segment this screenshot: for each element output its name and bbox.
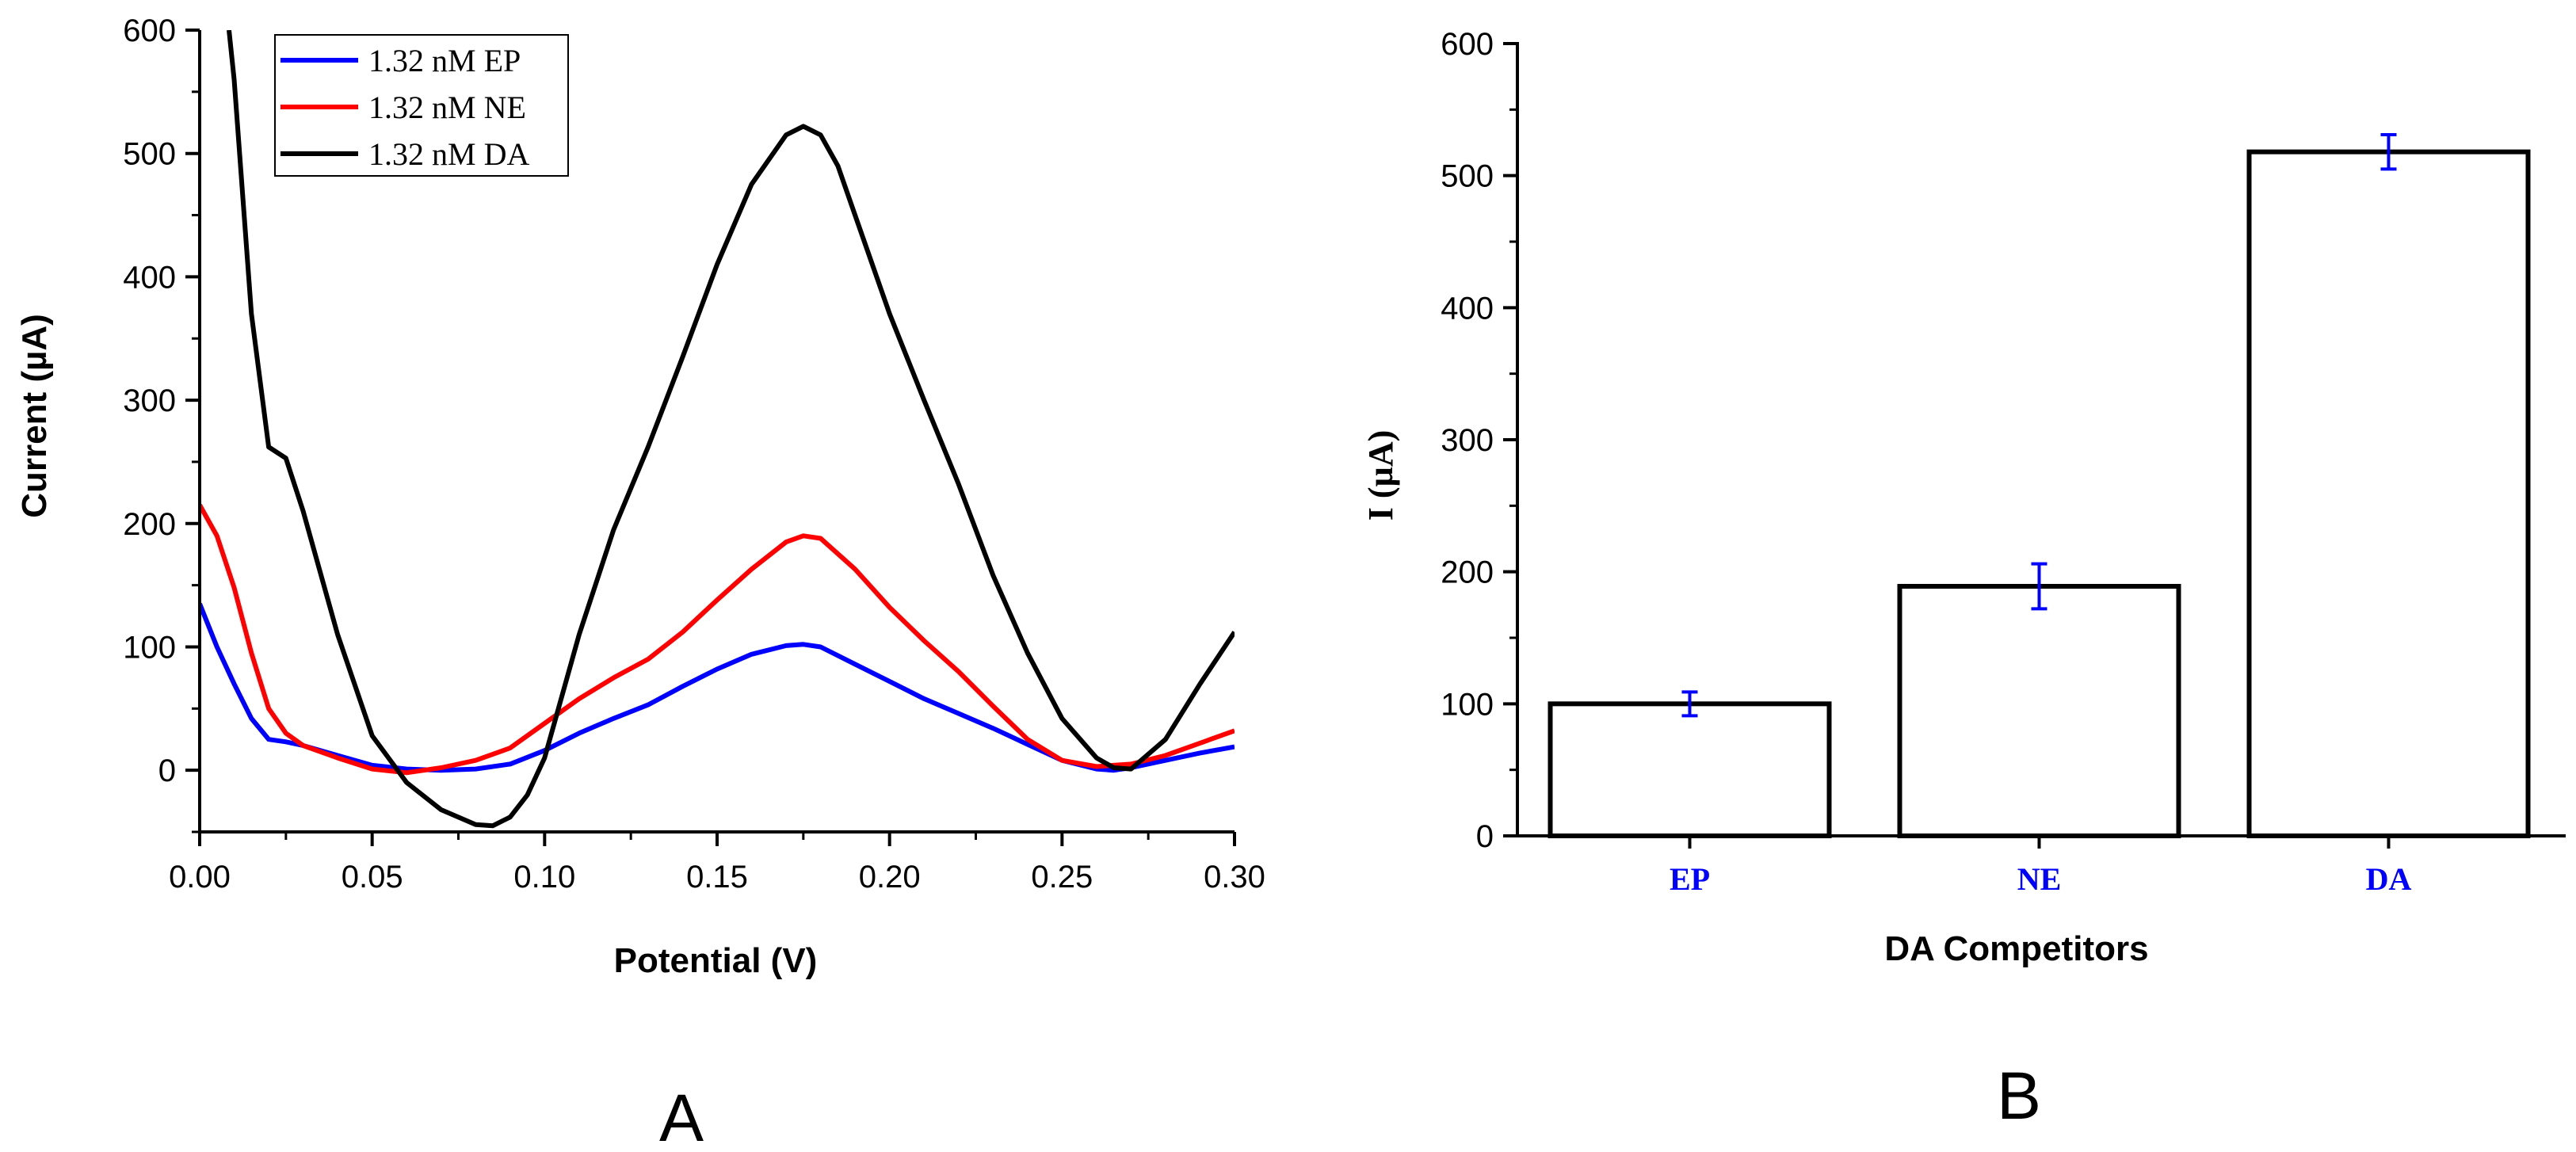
- x-tick-label: 0.00: [169, 860, 231, 895]
- y-tick-label: 200: [123, 507, 176, 542]
- category-label-ep: EP: [1670, 861, 1710, 897]
- y-tick-label: 300: [123, 383, 176, 418]
- bar-ep: [1548, 701, 1832, 838]
- y-tick-label: 300: [1441, 423, 1494, 458]
- panel-b-axes: [1516, 42, 2566, 837]
- x-tick-label: 0.30: [1204, 860, 1265, 895]
- bar-ne: [1897, 584, 2181, 838]
- bar-da: [2246, 149, 2531, 838]
- panel-b-bar-chart: EP NE DA 0 100 200 300 400 500 600 DA Competitors…: [1361, 27, 2566, 1133]
- panel-a-axes: [198, 30, 1235, 833]
- x-tick-label: 0.15: [686, 860, 748, 895]
- y-tick-label: 0: [158, 753, 176, 788]
- series-line-1: [200, 503, 1235, 776]
- panel-b-x-axis-label: DA Competitors: [1884, 929, 2148, 968]
- y-tick-label: 100: [123, 630, 176, 665]
- series-line-2: [227, 30, 1235, 829]
- panel-b-tick-labels: EP NE DA 0 100 200 300 400 500 600: [1441, 27, 2411, 897]
- y-tick-label: 500: [1441, 159, 1494, 194]
- panel-a-line-chart: 0.00 0.05 0.10 0.15 0.20 0.25 0.30 0 100 200 300 40…: [15, 13, 1265, 1152]
- panel-b-y-axis-label: I (µA): [1361, 430, 1400, 521]
- y-tick-label: 500: [123, 137, 176, 172]
- legend-label-2: 1.32 nM DA: [368, 136, 529, 172]
- category-label-da: DA: [2366, 861, 2412, 897]
- panel-a-y-axis-label: Current (µA): [15, 314, 54, 518]
- panel-a-series: [200, 30, 1235, 829]
- x-tick-label: 0.10: [513, 860, 575, 895]
- panel-a-x-axis-label: Potential (V): [614, 941, 818, 980]
- x-tick-label: 0.05: [342, 860, 403, 895]
- panel-a-label: A: [659, 1081, 704, 1152]
- y-tick-label: 0: [1476, 819, 1494, 854]
- y-tick-label: 600: [1441, 27, 1494, 62]
- panel-b-bars: [1548, 149, 2531, 838]
- panel-a-legend: 1.32 nM EP 1.32 nM NE 1.32 nM DA: [274, 34, 569, 177]
- legend-label-1: 1.32 nM NE: [368, 90, 526, 125]
- y-tick-label: 400: [123, 260, 176, 295]
- y-tick-label: 100: [1441, 687, 1494, 722]
- y-tick-label: 600: [123, 13, 176, 48]
- panel-b-error-bars: [1681, 133, 2397, 718]
- y-tick-label: 400: [1441, 291, 1494, 326]
- panel-a-tick-labels: 0.00 0.05 0.10 0.15 0.20 0.25 0.30 0 100 200 300 40…: [123, 13, 1265, 895]
- x-tick-label: 0.25: [1031, 860, 1093, 895]
- legend-label-0: 1.32 nM EP: [368, 43, 521, 78]
- panel-b-label: B: [1997, 1059, 2041, 1133]
- category-label-ne: NE: [2017, 861, 2062, 897]
- x-tick-label: 0.20: [859, 860, 921, 895]
- y-tick-label: 200: [1441, 555, 1494, 590]
